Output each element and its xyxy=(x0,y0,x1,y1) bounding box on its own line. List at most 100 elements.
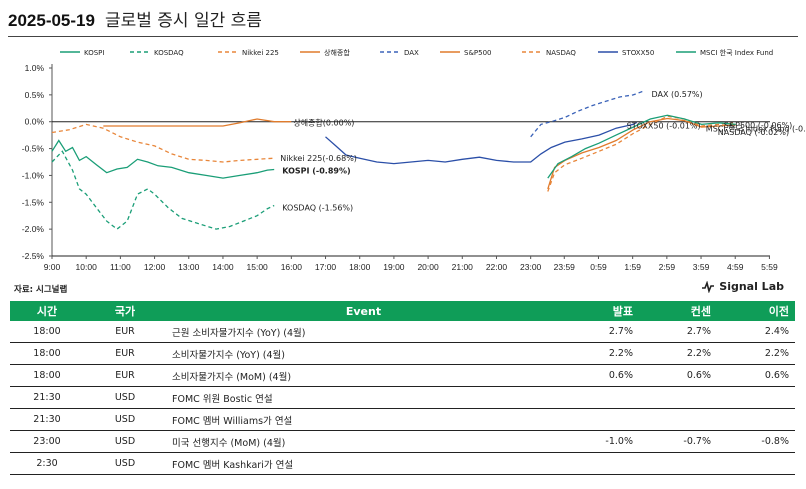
legend-label: DAX xyxy=(404,49,419,57)
table-row: 23:00 USD 미국 선행지수 (MoM) (4월) -1.0% -0.7%… xyxy=(10,430,795,453)
x-tick-label: 23:59 xyxy=(554,262,576,272)
series-end-label: STOXX50 (-0.01%) xyxy=(627,121,701,130)
brand-name: Signal Lab xyxy=(719,280,784,293)
cell-actual xyxy=(561,452,639,475)
x-tick-label: 19:00 xyxy=(383,262,405,272)
cell-consensus: 0.6% xyxy=(639,364,717,387)
table-row: 18:00 EUR 소비자물가지수 (MoM) (4월) 0.6% 0.6% 0… xyxy=(10,364,795,387)
legend-label: KOSDAQ xyxy=(154,49,184,57)
cell-event: FOMC 위원 Bostic 연설 xyxy=(166,386,561,409)
signal-icon xyxy=(702,280,715,293)
y-tick-label: 0.0% xyxy=(25,117,45,127)
x-tick-label: 0:59 xyxy=(590,262,607,272)
cell-time: 23:00 xyxy=(10,430,84,453)
series-end-label: KOSDAQ (-1.56%) xyxy=(282,204,353,213)
cell-actual: 2.7% xyxy=(561,321,639,343)
table-row: 21:30 USD FOMC 멤버 Williams가 연설 xyxy=(10,408,795,431)
series-end-label: S&P500 (-0.06%) xyxy=(724,121,793,130)
series-end-label: KOSPI (-0.89%) xyxy=(282,167,350,176)
x-tick-label: 4:59 xyxy=(727,262,744,272)
y-tick-label: -0.5% xyxy=(22,144,45,154)
y-tick-label: -2.0% xyxy=(22,224,45,234)
series-line xyxy=(325,121,638,165)
cell-event: 미국 선행지수 (MoM) (4월) xyxy=(166,430,561,453)
cell-previous: 0.6% xyxy=(717,364,795,387)
cell-previous xyxy=(717,408,795,431)
x-tick-label: 23:00 xyxy=(520,262,542,272)
cell-country: EUR xyxy=(84,321,166,343)
x-tick-label: 3:59 xyxy=(693,262,710,272)
table-row: 21:30 USD FOMC 위원 Bostic 연설 xyxy=(10,386,795,409)
series-end-label: DAX (0.57%) xyxy=(651,90,702,99)
table-row: 18:00 EUR 소비자물가지수 (YoY) (4월) 2.2% 2.2% 2… xyxy=(10,342,795,365)
cell-previous xyxy=(717,452,795,475)
cell-actual: -1.0% xyxy=(561,430,639,453)
cell-consensus: -0.7% xyxy=(639,430,717,453)
cell-time: 18:00 xyxy=(10,321,84,343)
table-header-row: 시간 국가 Event 발표 컨센 이전 xyxy=(10,301,795,321)
brand-logo: Signal Lab xyxy=(701,280,784,293)
cell-consensus: 2.7% xyxy=(639,321,717,343)
table-row: 18:00 EUR 근원 소비자물가지수 (YoY) (4월) 2.7% 2.7… xyxy=(10,321,795,343)
cell-previous xyxy=(717,386,795,409)
line-chart: 1.0% 0.5% 0.0% -0.5% -1.0% -1.5% -2.0% -2.5%9:0… xyxy=(22,48,806,272)
y-tick-label: 0.5% xyxy=(25,90,45,100)
y-tick-label: -1.5% xyxy=(22,197,45,207)
cell-event: FOMC 멤버 Williams가 연설 xyxy=(166,408,561,431)
cell-consensus xyxy=(639,386,717,409)
cell-country: USD xyxy=(84,430,166,453)
legend-label: STOXX50 xyxy=(622,49,654,57)
series-end-label: Nikkei 225(-0.68%) xyxy=(280,154,357,163)
legend-label: 상해종합 xyxy=(324,48,350,57)
x-tick-label: 9:00 xyxy=(44,262,61,272)
source-note: 자료: 시그널랩 xyxy=(14,285,68,295)
x-tick-label: 16:00 xyxy=(281,262,303,272)
cell-actual xyxy=(561,386,639,409)
legend-label: S&P500 xyxy=(464,49,491,57)
legend-label: KOSPI xyxy=(84,49,104,57)
cell-country: EUR xyxy=(84,364,166,387)
y-tick-label: -2.5% xyxy=(22,251,45,261)
cell-country: USD xyxy=(84,386,166,409)
x-tick-label: 1:59 xyxy=(624,262,641,272)
header-actual: 발표 xyxy=(561,301,639,321)
y-tick-label: -1.0% xyxy=(22,170,45,180)
economic-calendar-table: 시간 국가 Event 발표 컨센 이전 18:00 EUR 근원 소비자물가지… xyxy=(10,301,795,475)
legend-label: MSCI 한국 Index Fund xyxy=(700,49,773,57)
cell-consensus: 2.2% xyxy=(639,342,717,365)
report-date: 2025-05-19 xyxy=(8,11,95,30)
header-event: Event xyxy=(166,301,561,321)
x-tick-label: 5:59 xyxy=(761,262,778,272)
y-tick-label: 1.0% xyxy=(25,63,45,73)
x-tick-label: 2:59 xyxy=(659,262,676,272)
x-tick-label: 18:00 xyxy=(349,262,371,272)
cell-country: USD xyxy=(84,408,166,431)
cell-country: USD xyxy=(84,452,166,475)
header-previous: 이전 xyxy=(717,301,795,321)
cell-previous: -0.8% xyxy=(717,430,795,453)
x-tick-label: 12:00 xyxy=(144,262,166,272)
series-line xyxy=(547,114,736,179)
cell-event: 소비자물가지수 (MoM) (4월) xyxy=(166,364,561,387)
legend-label: Nikkei 225 xyxy=(242,49,279,57)
x-tick-label: 15:00 xyxy=(247,262,269,272)
page-title: 글로벌 증시 일간 흐름 xyxy=(104,11,262,31)
cell-previous: 2.4% xyxy=(717,321,795,343)
cell-time: 18:00 xyxy=(10,364,84,387)
cell-time: 21:30 xyxy=(10,408,84,431)
series-line xyxy=(51,139,275,179)
x-tick-label: 13:00 xyxy=(178,262,200,272)
cell-country: EUR xyxy=(84,342,166,365)
x-tick-label: 22:00 xyxy=(486,262,508,272)
header-country: 국가 xyxy=(84,301,166,321)
page-header: 2025-05-19 글로벌 증시 일간 흐름 xyxy=(8,6,262,34)
cell-consensus xyxy=(639,452,717,475)
cell-actual: 0.6% xyxy=(561,364,639,387)
series-end-label: NASDAQ (-0.02%) xyxy=(718,128,789,137)
cell-event: 소비자물가지수 (YoY) (4월) xyxy=(166,342,561,365)
series-line xyxy=(103,118,292,127)
series-end-label: MSCI 한국 Index Fund (-0.05%) xyxy=(706,124,806,133)
cell-time: 18:00 xyxy=(10,342,84,365)
series-line xyxy=(51,123,275,163)
x-tick-label: 17:00 xyxy=(315,262,337,272)
